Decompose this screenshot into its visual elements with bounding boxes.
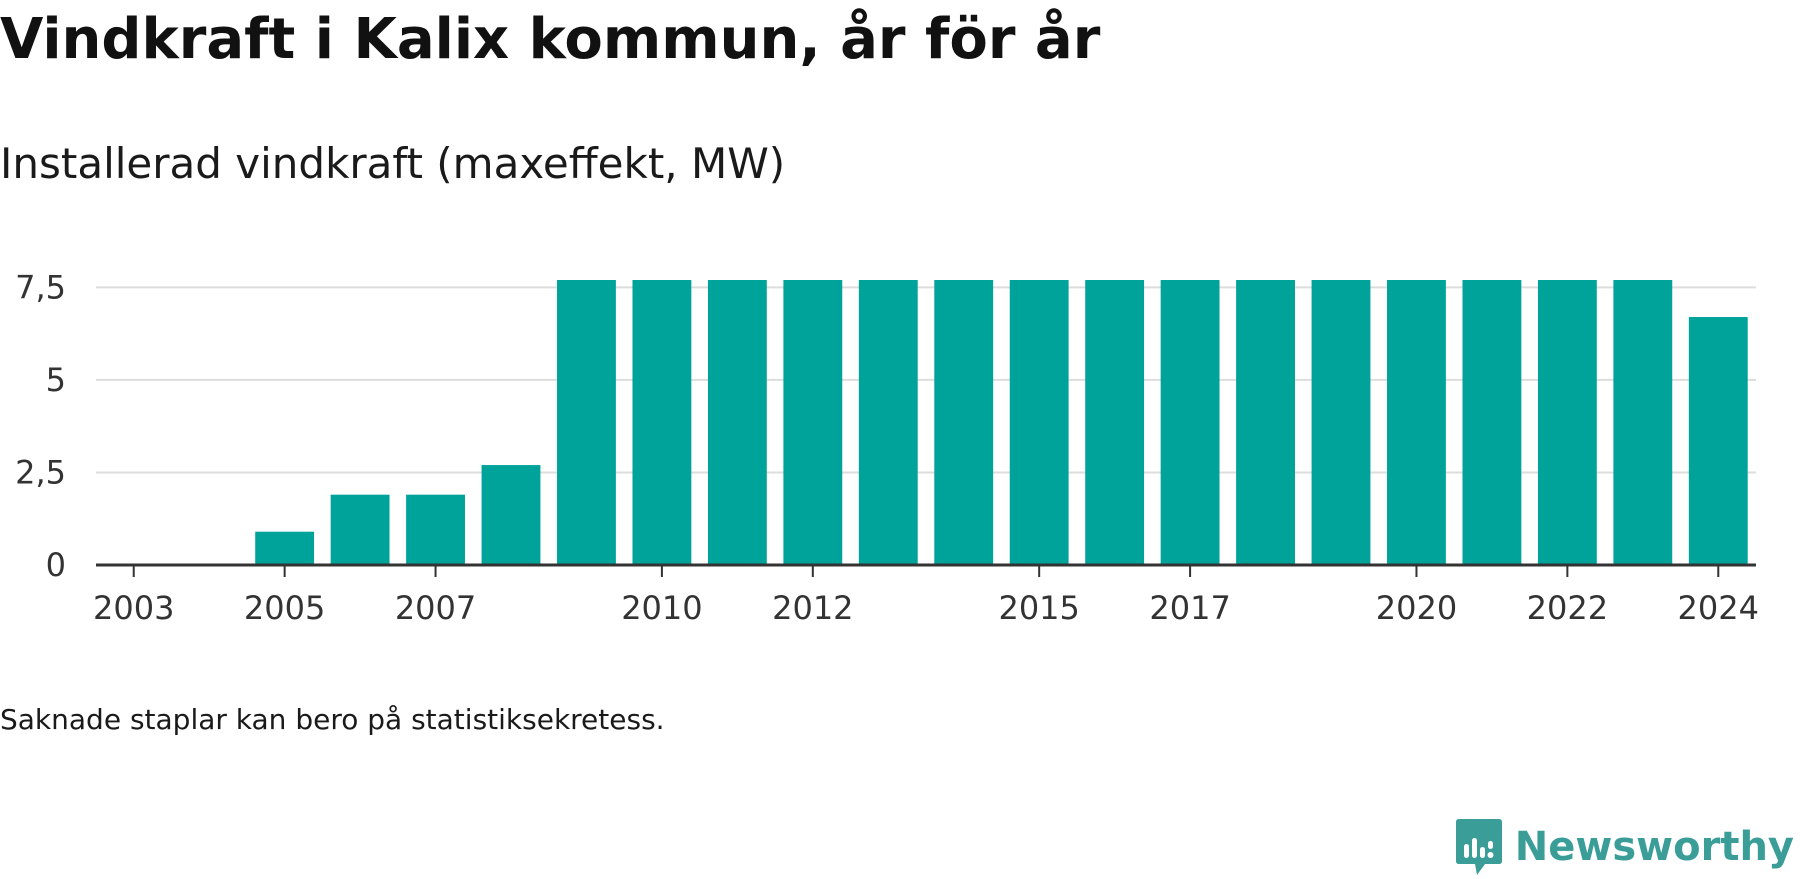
x-tick-label: 2003 <box>93 589 174 627</box>
y-tick-label: 0 <box>46 546 66 584</box>
chart-subtitle: Installerad vindkraft (maxeffekt, MW) <box>0 139 786 188</box>
bar-2015 <box>1009 280 1069 565</box>
bars <box>255 280 1748 565</box>
bar-2024 <box>1688 317 1748 565</box>
bar-2021 <box>1462 280 1522 565</box>
bar-2006 <box>330 494 390 565</box>
bar-2013 <box>858 280 918 565</box>
x-tick-label: 2007 <box>395 589 476 627</box>
bar-2011 <box>707 280 767 565</box>
x-tick-label: 2022 <box>1527 589 1608 627</box>
bar-2019 <box>1311 280 1371 565</box>
bar-2020 <box>1387 280 1446 565</box>
x-tick-label: 2020 <box>1376 589 1457 627</box>
bar-chart: 0 2,5 5 7,5 2003 2005 2007 2010 2012 2015 2017 2020… <box>15 268 1759 627</box>
bar-2012 <box>783 280 843 565</box>
bar-2007 <box>406 494 465 565</box>
x-tick-label: 2010 <box>621 589 702 627</box>
bar-2018 <box>1236 280 1295 565</box>
bar-2010 <box>632 280 692 565</box>
axes: 0 2,5 5 7,5 2003 2005 2007 2010 2012 2015 2017 2020… <box>15 268 1759 627</box>
footnote: Saknade staplar kan bero på statistiksek… <box>0 703 665 736</box>
bar-2022 <box>1537 280 1597 565</box>
x-tick-label: 2017 <box>1149 589 1230 627</box>
x-tick-label: 2005 <box>244 589 325 627</box>
bar-2016 <box>1085 280 1145 565</box>
bar-2017 <box>1160 280 1220 565</box>
bar-2009 <box>557 280 616 565</box>
y-tick-label: 2,5 <box>15 453 66 491</box>
bar-2008 <box>481 465 541 565</box>
chart-title: Vindkraft i Kalix kommun, år för år <box>0 7 1101 72</box>
newsworthy-logo[interactable]: Newsworthy <box>1455 817 1794 877</box>
brand-name: Newsworthy <box>1514 824 1794 870</box>
bar-2023 <box>1613 280 1673 565</box>
newsworthy-logo-icon <box>1455 819 1502 875</box>
bar-2014 <box>934 280 994 565</box>
y-tick-label: 7,5 <box>15 268 66 306</box>
x-tick-label: 2012 <box>772 589 853 627</box>
x-tick-label: 2024 <box>1678 589 1759 627</box>
x-tick-label: 2015 <box>998 589 1079 627</box>
bar-2005 <box>255 531 315 565</box>
y-tick-label: 5 <box>46 361 66 399</box>
